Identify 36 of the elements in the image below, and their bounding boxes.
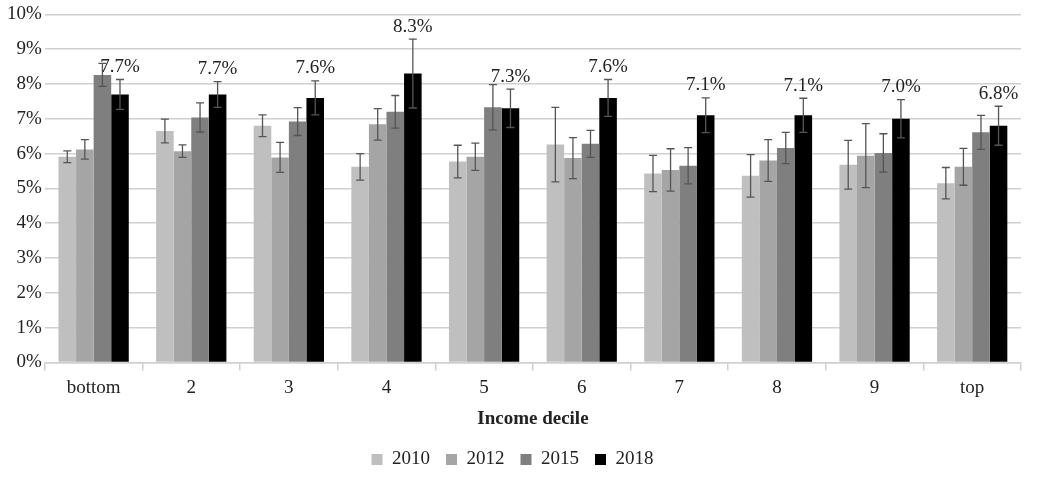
x-tick-label: bottom — [66, 375, 121, 397]
x-tick-label: top — [960, 375, 985, 397]
y-tick-label: 8% — [16, 71, 42, 93]
x-axis-title: Income decile — [477, 406, 589, 428]
data-label: 7.1% — [783, 73, 824, 95]
data-label: 7.6% — [588, 54, 629, 76]
y-tick-label: 3% — [16, 245, 42, 267]
x-tick-label: 5 — [479, 375, 489, 397]
x-tick-label: 7 — [674, 375, 685, 397]
y-tick-label: 0% — [16, 350, 42, 372]
data-label: 7.0% — [881, 75, 921, 97]
data-label: 8.3% — [393, 14, 433, 36]
y-tick-label: 5% — [16, 176, 42, 198]
legend-label: 2015 — [541, 447, 579, 469]
y-tick-label: 1% — [16, 315, 42, 337]
y-tick-label: 4% — [16, 211, 42, 233]
data-label: 7.6% — [295, 56, 336, 78]
legend-label: 2012 — [466, 447, 505, 469]
data-label: 7.3% — [490, 64, 531, 86]
y-tick-label: 6% — [16, 141, 42, 163]
legend-label: 2018 — [615, 447, 654, 469]
x-tick-label: 6 — [576, 375, 587, 397]
y-tick-label: 9% — [16, 37, 42, 59]
x-tick-label: 3 — [284, 375, 294, 397]
x-tick-label: 2 — [186, 375, 196, 397]
x-tick-label: 9 — [869, 375, 880, 397]
legend-label: 2010 — [392, 447, 430, 469]
y-tick-label: 7% — [16, 106, 42, 128]
y-tick-label: 10% — [7, 2, 42, 24]
data-label: 7.1% — [685, 73, 726, 95]
y-tick-label: 2% — [16, 280, 42, 302]
data-label: 7.7% — [197, 57, 238, 79]
x-tick-label: 4 — [381, 375, 392, 397]
x-tick-label: 8 — [772, 375, 782, 397]
data-label: 7.7% — [100, 54, 140, 76]
data-label: 6.8% — [978, 81, 1019, 103]
